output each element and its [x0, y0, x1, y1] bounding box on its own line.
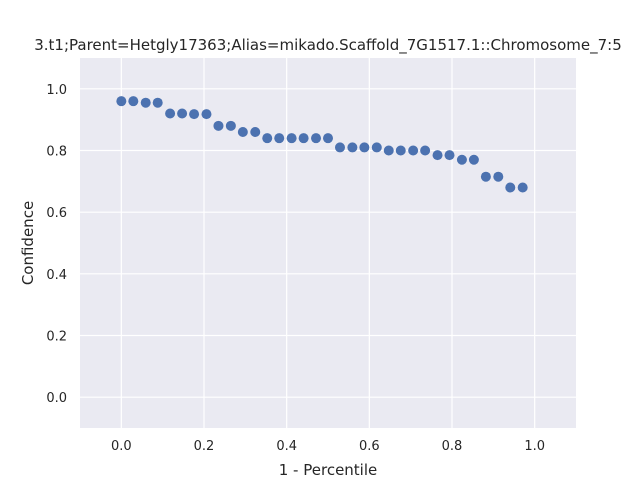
y-tick-label: 0.4	[46, 268, 67, 283]
x-tick-label: 0.6	[359, 439, 380, 454]
data-point	[383, 145, 394, 156]
data-point	[286, 133, 297, 144]
x-tick-label: 0.0	[111, 439, 132, 454]
data-point	[505, 182, 516, 193]
data-point	[371, 142, 382, 153]
data-point	[480, 171, 491, 182]
data-point	[298, 133, 309, 144]
data-point	[201, 109, 212, 120]
data-point	[456, 154, 467, 165]
data-point	[311, 133, 322, 144]
data-point	[359, 142, 370, 153]
x-tick-label: 0.8	[442, 439, 463, 454]
data-point	[408, 145, 419, 156]
data-point	[420, 145, 431, 156]
data-point	[225, 120, 236, 131]
data-point	[177, 108, 188, 119]
data-point	[189, 109, 200, 120]
data-point	[493, 171, 504, 182]
data-points	[116, 96, 528, 193]
data-point	[140, 97, 151, 108]
x-tick-label: 0.4	[276, 439, 297, 454]
y-axis-label: Confidence	[19, 201, 37, 285]
data-point	[347, 142, 358, 153]
data-point	[395, 145, 406, 156]
x-tick-label: 1.0	[524, 439, 545, 454]
data-point	[250, 127, 261, 137]
data-point	[116, 96, 127, 107]
data-point	[323, 133, 333, 144]
data-point	[213, 120, 224, 131]
y-tick-label: 0.8	[46, 145, 67, 160]
y-tick-label: 0.2	[46, 330, 67, 345]
data-point	[152, 97, 163, 108]
grid-lines	[80, 58, 576, 428]
data-point	[432, 150, 443, 161]
data-point	[517, 182, 528, 193]
y-tick-labels: 0.0 0.2 0.4 0.6 0.8 1.0	[46, 83, 67, 406]
y-tick-label: 0.0	[46, 391, 67, 406]
data-point	[468, 154, 479, 165]
x-tick-label: 0.2	[194, 439, 215, 454]
data-point	[262, 133, 273, 144]
y-tick-label: 0.6	[46, 206, 67, 221]
data-point	[274, 133, 285, 144]
chart-title: 3.t1;Parent=Hetgly17363;Alias=mikado.Sca…	[34, 36, 622, 55]
data-point	[165, 108, 176, 119]
data-point	[444, 150, 455, 161]
plot-background	[80, 58, 576, 428]
x-tick-labels: 0.0 0.2 0.4 0.6 0.8 1.0	[111, 439, 545, 454]
x-axis-label: 1 - Percentile	[279, 461, 378, 479]
y-tick-label: 1.0	[46, 83, 67, 98]
data-point	[237, 127, 248, 137]
data-point	[128, 96, 139, 107]
data-point	[334, 142, 345, 153]
